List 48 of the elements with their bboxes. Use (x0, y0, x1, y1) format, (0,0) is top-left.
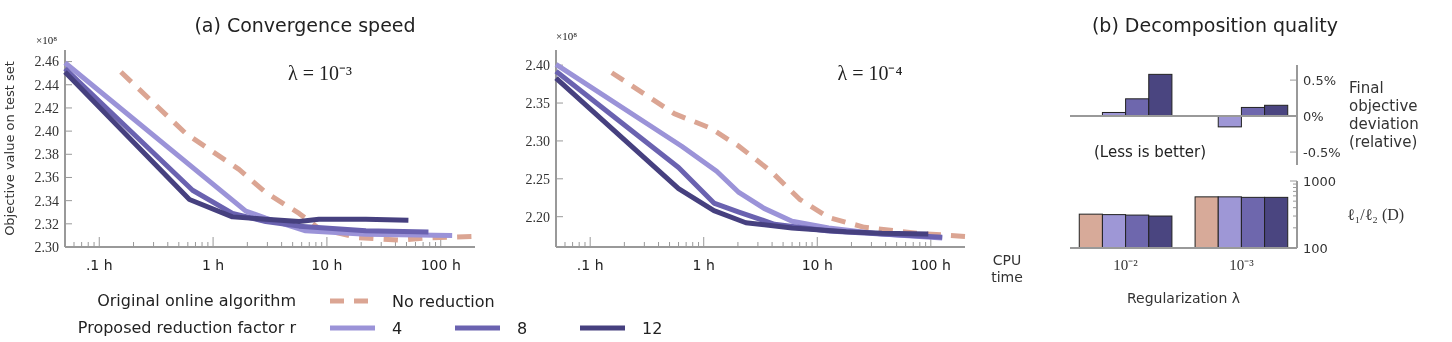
text: ×10⁸ (556, 30, 578, 42)
y-tick-label: 2.35 (525, 95, 550, 111)
y-tick-label: 2.44 (34, 77, 59, 93)
x-axis-title: Regularization λ (1126, 290, 1241, 306)
y-tick-label: 2.40 (525, 58, 550, 74)
annotation: λ = 10⁻³ (288, 62, 352, 84)
x-tick-label: 10⁻² (1113, 257, 1139, 273)
x-tick-label: 10⁻³ (1229, 257, 1255, 273)
y-tick-label: 2.36 (34, 170, 59, 186)
bar (1217, 115, 1242, 128)
legend-label: No reduction (392, 291, 495, 311)
x-tick-label: 100 h (420, 257, 461, 273)
text: Original online algorithm (97, 291, 296, 310)
y-tick-label: 0.5% (1303, 72, 1337, 88)
x-axis-title: CPU time (991, 252, 1023, 285)
text: ×10⁸ (36, 34, 58, 46)
x-tick-label: 1 h (692, 257, 715, 273)
y-tick-label: 2.42 (34, 100, 59, 116)
chart-title: (b) Decomposition quality (1091, 14, 1339, 36)
annotation: (Less is better) (1093, 143, 1207, 161)
y-tick-label: 2.40 (34, 124, 59, 140)
y-tick-label: -0.5% (1303, 144, 1341, 160)
chart-title: (a) Convergence speed (194, 14, 416, 36)
x-tick-label: 10 h (801, 257, 833, 273)
x-tick-label: 100 h (910, 257, 951, 273)
y-tick-label: 2.34 (34, 193, 59, 209)
text: Proposed reduction factor r (77, 318, 297, 337)
y-axis-title: Final objective deviation (relative) (1349, 78, 1419, 151)
y-tick-label: 2.25 (525, 171, 550, 187)
annotation: λ = 10⁻⁴ (837, 62, 903, 84)
y-tick-label: 2.20 (525, 209, 550, 225)
x-tick-label: .1 h (85, 257, 113, 273)
x-tick-label: .1 h (576, 257, 604, 273)
y-tick-label: 2.32 (34, 216, 59, 232)
legend-label: 4 (392, 318, 403, 338)
y-tick-label: 2.38 (34, 147, 59, 163)
y-axis-title: ℓ₁/ℓ₂ (D) (1347, 206, 1405, 225)
y-tick-label: 2.30 (525, 133, 550, 149)
x-tick-label: 10 h (311, 257, 343, 273)
legend-label: 12 (642, 318, 663, 338)
y-tick-label: 1000 (1303, 173, 1337, 189)
y-tick-label: 2.46 (34, 54, 59, 70)
legend-label: 8 (517, 318, 528, 338)
y-axis-title: Objective value on test set (2, 61, 17, 236)
y-tick-label: 0% (1303, 108, 1324, 124)
x-tick-label: 1 h (201, 257, 225, 273)
y-tick-label: 100 (1303, 240, 1328, 256)
y-tick-label: 2.30 (34, 239, 59, 255)
